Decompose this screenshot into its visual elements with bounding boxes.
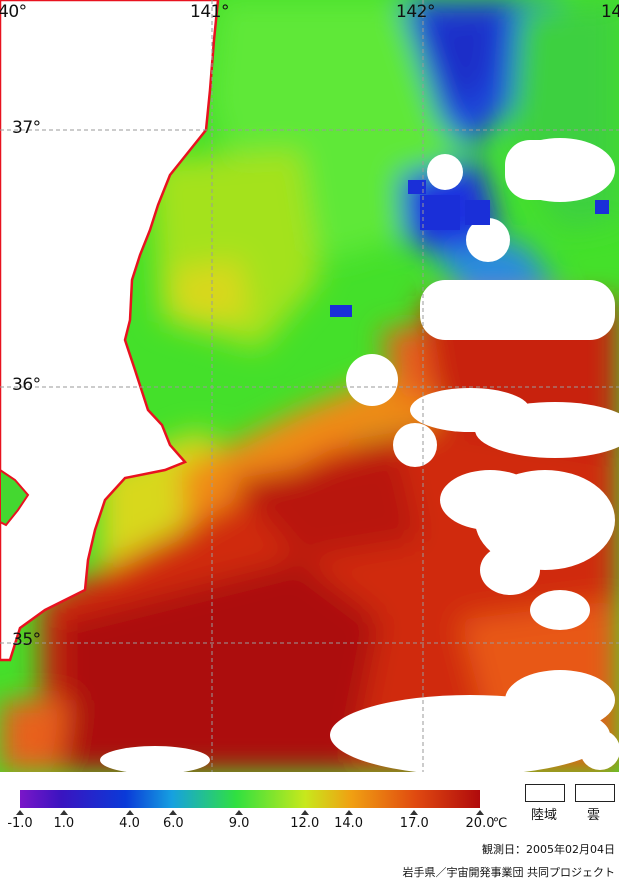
credit-line: 岩手県／宇宙開発事業団 共同プロジェクト [402,866,616,879]
tick-label: 6.0 [162,816,184,831]
tick-label: 1.0 [53,816,75,831]
lon-label-143: 14 [601,2,619,22]
land-honshu [0,0,220,662]
lon-label-141: 141° [190,2,229,22]
clouds [100,138,619,772]
tick-mark [344,810,353,815]
graticule [0,0,619,772]
legend: -1.0 1.0 4.0 6.0 9.0 12.0 14.0 17.0 20.0 ℃ 陸域 雲 … [0,772,619,881]
lat-label-36: 36° [12,375,41,395]
tick-label: 17.0 [399,816,429,831]
tick-label: 20.0 [465,816,495,831]
inland-water [0,468,30,527]
sst-map: 40° 141° 142° 14 37° 36° 35° [0,0,619,772]
lat-label-37: 37° [12,118,41,138]
tick-label: 14.0 [334,816,364,831]
tick-mark [300,810,309,815]
observation-date: 観測日：2005年02月04日 [482,843,615,856]
lon-label-142: 142° [396,2,435,22]
land-label: 陸域 [531,808,558,823]
tick-mark [59,810,68,815]
tick-label: 12.0 [290,816,320,831]
tick-label: 4.0 [119,816,140,831]
land-swatch [525,784,565,802]
tick-label: 9.0 [228,816,250,831]
sst-map-image [0,0,619,772]
cloud-swatch [575,784,615,802]
tick-mark [235,810,244,815]
lat-label-35: 35° [12,630,41,650]
tick-mark [125,810,134,815]
tick-label: -1.0 [7,816,33,831]
unit-label: ℃ [492,816,508,831]
cold-specks [330,180,609,317]
lon-label-140: 40° [0,2,27,22]
tick-mark [410,810,419,815]
tick-mark [476,810,484,815]
color-scale-bar [20,790,480,808]
cloud-label: 雲 [587,808,601,823]
tick-mark [169,810,178,815]
tick-mark [16,810,24,815]
